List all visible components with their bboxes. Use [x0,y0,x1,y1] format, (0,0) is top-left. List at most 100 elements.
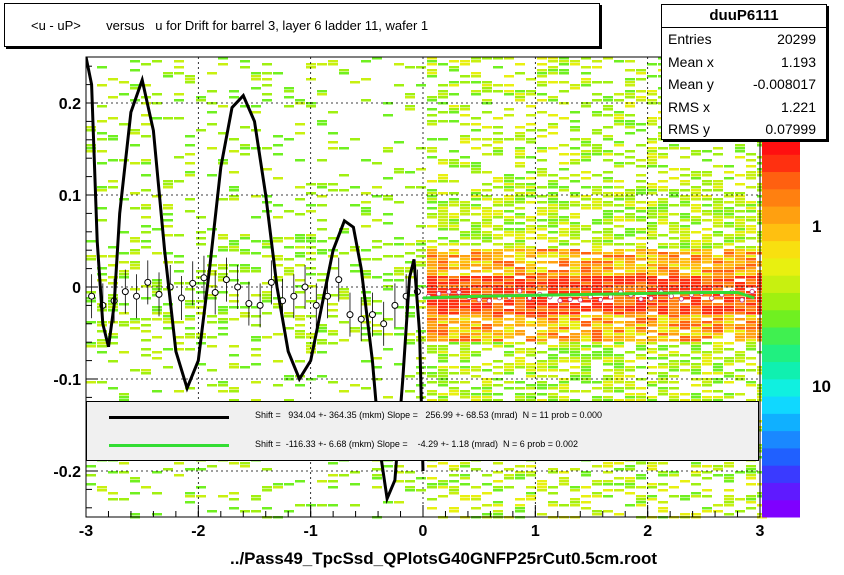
heat-cell [636,219,646,222]
heat-cell [185,495,195,498]
heat-cell [603,261,613,264]
heat-cell [570,486,580,489]
heat-cell [625,231,635,234]
heat-cell [526,237,536,240]
heat-cell [658,273,668,276]
heat-cell [185,387,195,390]
heat-cell [207,270,217,273]
heat-cell [669,270,679,273]
heat-cell [229,249,239,252]
heat-cell [581,339,591,342]
heat-cell [515,234,525,237]
heat-cell [141,330,151,333]
heat-cell [669,351,679,354]
heat-cell [449,381,459,384]
heat-cell [482,369,492,372]
heat-cell [537,312,547,315]
heat-cell [669,261,679,264]
mean-point [267,278,275,286]
heat-cell [471,333,481,336]
heat-cell [746,267,756,270]
heat-cell [636,123,646,126]
heat-cell [537,360,547,363]
heat-cell [152,390,162,393]
heat-cell [548,204,558,207]
heat-cell [119,270,129,273]
heat-cell [658,180,668,183]
heat-cell [482,309,492,312]
heat-cell [647,147,657,150]
heat-cell [438,372,448,375]
heat-cell [702,342,712,345]
heat-cell [163,207,173,210]
heat-cell [218,495,228,498]
heat-cell [460,291,470,294]
heat-cell [625,282,635,285]
heat-cell [581,369,591,372]
heat-cell [515,99,525,102]
heat-cell [746,309,756,312]
heat-cell [482,210,492,213]
heat-cell [724,393,734,396]
heat-cell [515,342,525,345]
heat-cell [570,351,580,354]
heat-cell [746,282,756,285]
heat-cell [174,66,184,69]
heat-cell [625,330,635,333]
heat-cell [218,291,228,294]
heat-cell [515,399,525,402]
heat-cell [658,363,668,366]
heat-cell [251,111,261,114]
heat-cell [702,327,712,330]
heat-cell [592,267,602,270]
heat-cell [130,252,140,255]
heat-cell [625,300,635,303]
heat-cell [306,204,316,207]
heat-cell [273,276,283,279]
heat-cell [669,222,679,225]
mean-point [222,276,230,284]
heat-cell [427,150,437,153]
heat-cell [559,72,569,75]
heat-cell [427,327,437,330]
heat-cell [669,474,679,477]
heat-cell [515,273,525,276]
heat-cell [669,339,679,342]
heat-cell [493,258,503,261]
heat-cell [460,351,470,354]
heat-cell [493,225,503,228]
heat-cell [559,186,569,189]
heat-cell [669,396,679,399]
heat-cell [636,174,646,177]
heat-cell [647,315,657,318]
heat-cell [603,303,613,306]
heat-cell [196,495,206,498]
heat-cell [460,219,470,222]
heat-cell [735,360,745,363]
heat-cell [647,294,657,297]
heat-cell [702,255,712,258]
heat-cell [427,309,437,312]
heat-cell [372,300,382,303]
heat-cell [174,336,184,339]
heat-cell [603,384,613,387]
heat-cell [86,474,96,477]
heat-cell [746,507,756,510]
heat-cell [548,279,558,282]
heat-cell [658,393,668,396]
heat-cell [746,495,756,498]
heat-cell [680,513,690,516]
heat-cell [284,246,294,249]
heat-cell [614,339,624,342]
heat-cell [592,198,602,201]
heat-cell [482,264,492,267]
heat-cell [174,282,184,285]
heat-cell [273,279,283,282]
heat-cell [427,324,437,327]
heat-cell [449,255,459,258]
heat-cell [229,195,239,198]
heat-cell [449,390,459,393]
heat-cell [746,246,756,249]
heat-cell [526,192,536,195]
heat-cell [394,363,404,366]
